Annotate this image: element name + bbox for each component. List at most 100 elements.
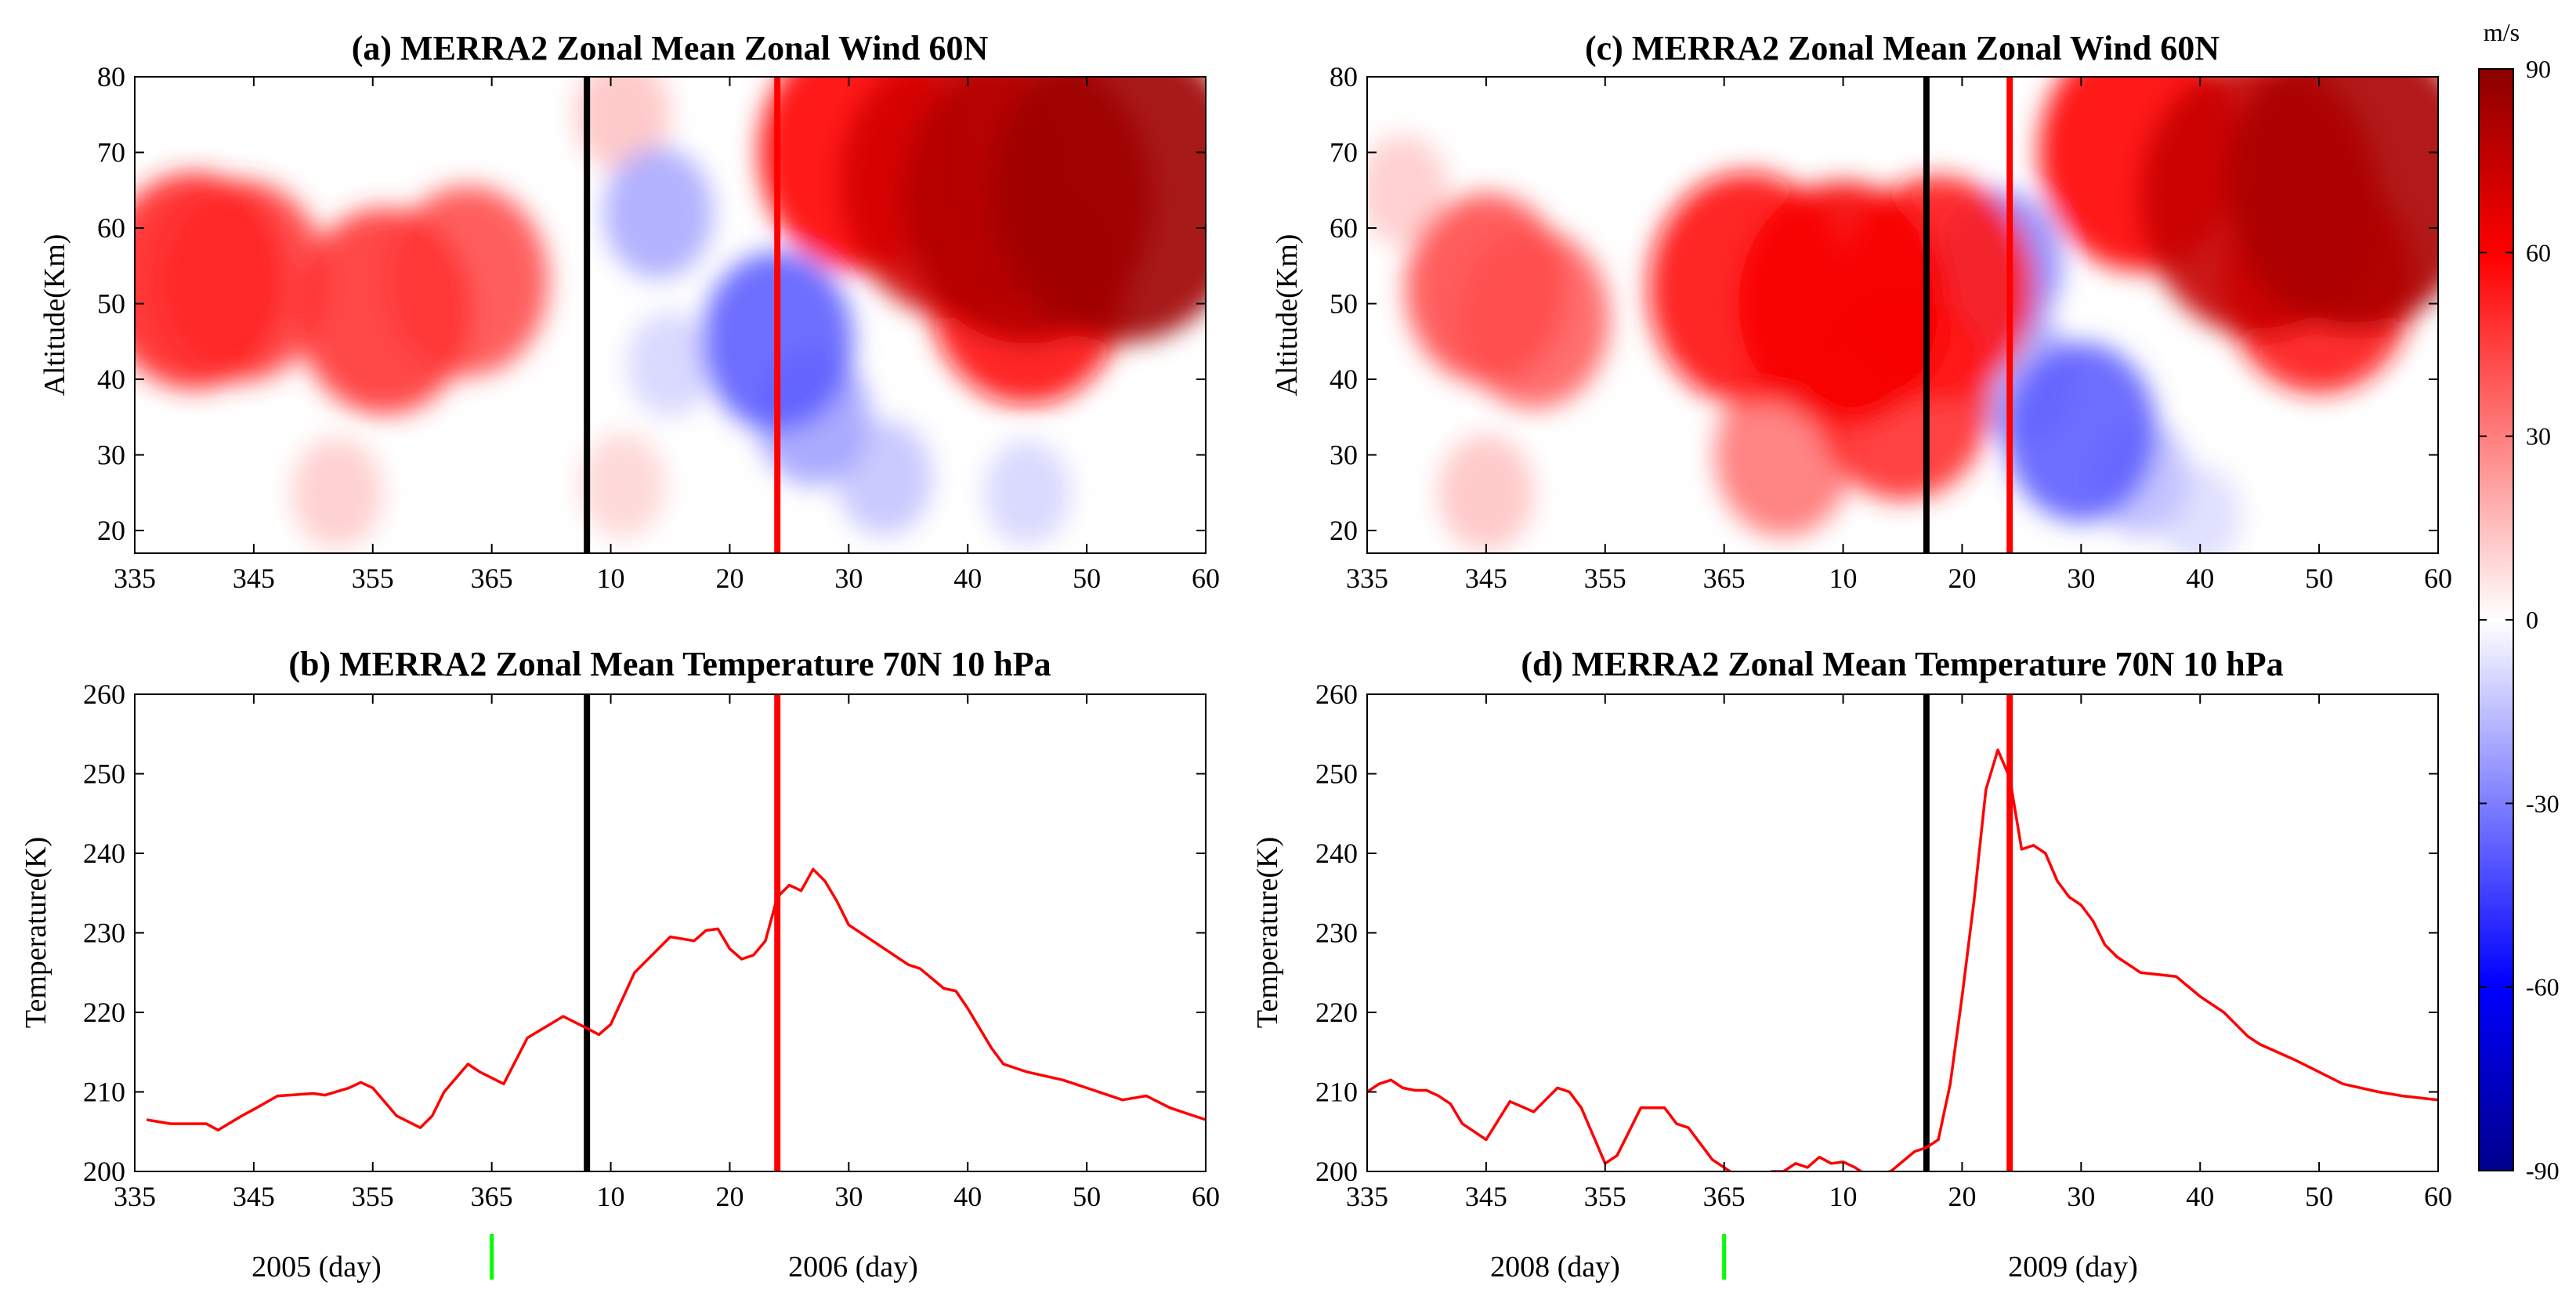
panel-a-ylabel: Altitude(Km) <box>38 234 71 396</box>
xtick-label: 345 <box>233 563 275 594</box>
ytick-label: 20 <box>97 515 125 546</box>
wind-contour <box>1738 182 1948 425</box>
xtick-label: 355 <box>1584 563 1626 594</box>
panel-a-field <box>135 77 1206 553</box>
xtick-label: 365 <box>471 1181 513 1212</box>
xtick-label: 30 <box>834 563 863 594</box>
xtick-label: 10 <box>1829 1181 1858 1212</box>
xtick-label: 20 <box>715 563 743 594</box>
ytick-label: 70 <box>1330 137 1358 168</box>
colorbar-tick-label: 0 <box>2526 606 2538 634</box>
wind-contour <box>603 147 714 279</box>
wind-contour <box>2005 342 2158 523</box>
xtick-label: 30 <box>2067 563 2095 594</box>
ytick-label: 220 <box>1315 997 1358 1028</box>
panel-b-year-left: 2005 (day) <box>251 1251 382 1283</box>
colorbar-tick-label: 90 <box>2526 55 2551 83</box>
xtick-label: 335 <box>1346 1181 1388 1212</box>
ytick-label: 250 <box>1315 758 1358 790</box>
xtick-label: 20 <box>1948 563 1976 594</box>
xtick-label: 355 <box>1584 1181 1626 1212</box>
xtick-label: 30 <box>834 1181 863 1212</box>
xtick-label: 335 <box>114 563 156 594</box>
xtick-label: 50 <box>2305 563 2333 594</box>
panel-d-year-right: 2009 (day) <box>2008 1251 2138 1283</box>
colorbar-tick-label: 60 <box>2526 238 2551 266</box>
xtick-label: 355 <box>352 563 394 594</box>
xtick-label: 50 <box>1073 563 1101 594</box>
ytick-label: 230 <box>83 918 125 949</box>
panel-d-year-left: 2008 (day) <box>1490 1251 1620 1283</box>
xtick-label: 335 <box>114 1181 156 1212</box>
ytick-label: 80 <box>1330 61 1358 92</box>
xtick-label: 365 <box>471 563 513 594</box>
xtick-label: 40 <box>953 1181 982 1212</box>
panel-d-ylabel: Temperature(K) <box>1251 837 1284 1028</box>
xtick-label: 345 <box>233 1181 275 1212</box>
ytick-label: 70 <box>97 137 125 168</box>
ytick-label: 80 <box>97 61 125 92</box>
panel-c-wind: (c) MERRA2 Zonal Mean Zonal Wind 60N Alt… <box>1271 29 2452 594</box>
xtick-label: 50 <box>2305 1181 2333 1212</box>
colorbar-tick-label: 30 <box>2526 422 2551 451</box>
ytick-label: 240 <box>1315 838 1358 869</box>
xtick-label: 40 <box>2186 563 2214 594</box>
panel-b-frame <box>134 693 1207 1172</box>
panel-b-temperature: (b) MERRA2 Zonal Mean Temperature 70N 10… <box>20 645 1220 1283</box>
panel-b-title: (b) MERRA2 Zonal Mean Temperature 70N 10… <box>288 645 1051 683</box>
wind-contour <box>579 433 666 538</box>
ytick-label: 260 <box>83 679 125 710</box>
ytick-label: 40 <box>97 364 125 395</box>
xtick-label: 50 <box>1073 1181 1101 1212</box>
xtick-label: 10 <box>597 1181 625 1212</box>
colorbar-tick-label: -30 <box>2526 789 2560 817</box>
wind-contour <box>574 77 671 173</box>
temperature-line <box>1367 748 2438 1171</box>
ytick-label: 200 <box>83 1156 125 1187</box>
wind-contour <box>135 172 287 389</box>
xtick-label: 355 <box>352 1181 394 1212</box>
xtick-label: 20 <box>715 1181 743 1212</box>
panel-d-temperature: (d) MERRA2 Zonal Mean Temperature 70N 10… <box>1251 645 2452 1283</box>
xtick-label: 345 <box>1465 1181 1507 1212</box>
panel-b-ylabel: Temperature(K) <box>20 837 52 1028</box>
ytick-label: 30 <box>97 440 125 471</box>
ytick-label: 250 <box>83 758 125 790</box>
colorbar: m/s 90 60 30 0 -30 -60 -90 <box>2478 18 2560 1185</box>
wind-contour <box>1405 193 1567 384</box>
panel-c-field <box>1367 77 2438 553</box>
ytick-label: 210 <box>83 1077 125 1108</box>
panel-d-title: (d) MERRA2 Zonal Mean Temperature 70N 10… <box>1521 645 2283 683</box>
ytick-label: 240 <box>83 838 125 869</box>
panel-c-frame <box>1366 76 2439 554</box>
ytick-label: 60 <box>1330 212 1358 244</box>
panel-d-frame <box>1366 693 2439 1172</box>
panel-c-title: (c) MERRA2 Zonal Mean Zonal Wind 60N <box>1585 29 2220 67</box>
xtick-label: 345 <box>1465 563 1507 594</box>
ytick-label: 230 <box>1315 918 1358 949</box>
xtick-label: 10 <box>1829 563 1858 594</box>
ytick-label: 60 <box>97 212 125 244</box>
panel-a-title: (a) MERRA2 Zonal Mean Zonal Wind 60N <box>352 29 989 67</box>
ytick-label: 220 <box>83 997 125 1028</box>
panel-b-year-right: 2006 (day) <box>788 1251 918 1283</box>
xtick-label: 60 <box>2424 1181 2452 1212</box>
ytick-label: 50 <box>1330 288 1358 320</box>
ytick-label: 40 <box>1330 364 1358 395</box>
wind-contour <box>296 208 472 415</box>
xtick-label: 10 <box>597 563 625 594</box>
ytick-label: 260 <box>1315 679 1358 710</box>
temperature-line <box>146 867 1206 1131</box>
wind-contour <box>1438 434 1534 551</box>
xtick-label: 60 <box>1192 1181 1220 1212</box>
colorbar-tick-label: -90 <box>2526 1157 2560 1185</box>
ytick-label: 210 <box>1315 1077 1358 1108</box>
xtick-label: 30 <box>2067 1181 2095 1212</box>
xtick-label: 365 <box>1703 1181 1746 1212</box>
panel-a-wind: (a) MERRA2 Zonal Mean Zonal Wind 60N Alt… <box>38 29 1220 594</box>
wind-contour <box>984 440 1071 545</box>
ytick-label: 50 <box>97 288 125 320</box>
xtick-label: 40 <box>953 563 982 594</box>
panel-c-ylabel: Altitude(Km) <box>1271 234 1304 396</box>
xtick-label: 335 <box>1346 563 1388 594</box>
